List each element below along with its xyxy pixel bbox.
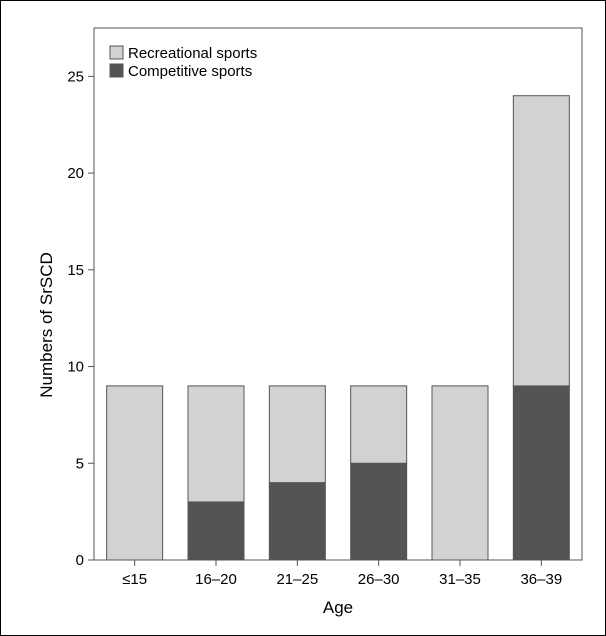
x-axis: ≤15 16–20 21–25 26–30 31–35 36–39 bbox=[122, 560, 562, 588]
y-tick-label: 15 bbox=[67, 262, 84, 279]
y-tick-label: 20 bbox=[67, 165, 84, 182]
x-axis-title: Age bbox=[323, 598, 353, 617]
bar-segment-competitive bbox=[512, 385, 570, 561]
x-tick-label: ≤15 bbox=[122, 571, 147, 588]
y-tick-label: 5 bbox=[76, 455, 84, 472]
bars bbox=[106, 95, 570, 561]
bar-segment-recreational bbox=[431, 385, 489, 561]
y-tick-label: 10 bbox=[67, 359, 84, 376]
bar-segment-recreational bbox=[350, 385, 408, 464]
x-tick-label: 31–35 bbox=[439, 571, 481, 588]
bar-segment-competitive bbox=[268, 482, 326, 561]
legend-swatch-recreational bbox=[109, 45, 124, 60]
bar-segment-competitive bbox=[187, 501, 245, 561]
legend-label-competitive: Competitive sports bbox=[128, 63, 252, 80]
y-tick-label: 0 bbox=[76, 552, 84, 569]
bar-segment-recreational bbox=[512, 95, 570, 387]
legend-label-recreational: Recreational sports bbox=[128, 45, 257, 62]
bar-segment-recreational bbox=[268, 385, 326, 484]
y-axis-title: Numbers of SrSCD bbox=[37, 252, 56, 397]
x-tick-label: 21–25 bbox=[276, 571, 318, 588]
bar-segment-recreational bbox=[187, 385, 245, 503]
bar-segment-competitive bbox=[350, 462, 408, 561]
plot-area bbox=[93, 27, 583, 561]
plot-border bbox=[93, 27, 583, 561]
y-tick-label: 25 bbox=[67, 68, 84, 85]
x-tick-label: 26–30 bbox=[358, 571, 400, 588]
x-tick-label: 36–39 bbox=[520, 571, 562, 588]
bar-segment-recreational bbox=[106, 385, 164, 561]
legend-swatch-competitive bbox=[109, 63, 124, 78]
legend: Recreational sports Competitive sports bbox=[109, 45, 257, 80]
x-tick-label: 16–20 bbox=[195, 571, 237, 588]
y-axis: 0 5 10 15 20 25 bbox=[67, 68, 94, 569]
